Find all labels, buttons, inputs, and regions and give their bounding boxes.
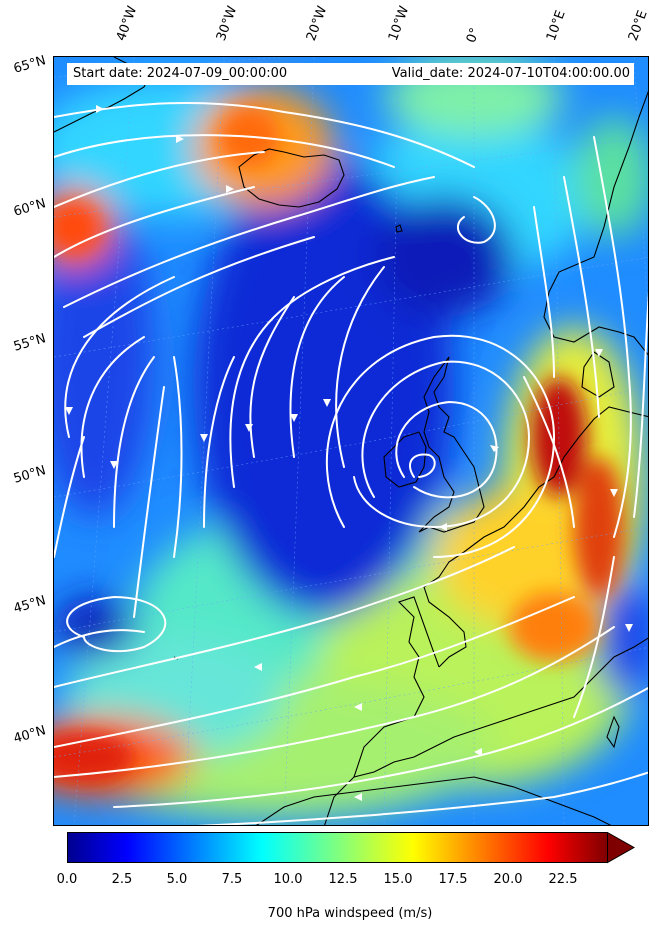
scandinavia-coast (543, 90, 648, 356)
lat-label-45n: 45°N (11, 593, 48, 617)
cbar-tick-22-5: 22.5 (548, 872, 578, 887)
lon-label-40w: 40°W (113, 4, 141, 43)
coastlines (54, 57, 648, 825)
colorbar-extend-arrow (607, 832, 636, 864)
windspeed-field (54, 57, 648, 825)
valid-date: Valid_date: 2024-07-10T04:00:00.00 (391, 66, 630, 81)
lat-label-50n: 50°N (11, 463, 48, 487)
start-date: Start date: 2024-07-09_00:00:00 (73, 66, 288, 81)
cbar-tick-20: 20.0 (493, 872, 523, 887)
colorbar-label: 700 hPa windspeed (m/s) (267, 906, 433, 921)
cbar-tick-17-5: 17.5 (438, 872, 468, 887)
lon-label-20w: 20°W (303, 4, 331, 43)
lon-label-0: 0° (463, 25, 484, 45)
lat-label-65n: 65°N (11, 53, 48, 77)
cbar-tick-7-5: 7.5 (221, 872, 243, 887)
field-blobs (54, 57, 648, 817)
cbar-tick-2-5: 2.5 (111, 872, 133, 887)
lon-label-30w: 30°W (213, 4, 241, 43)
streamline-arrows (65, 105, 633, 801)
cbar-tick-0: 0.0 (56, 872, 78, 887)
info-box: Start date: 2024-07-09_00:00:00 Valid_da… (67, 63, 634, 85)
lat-label-60n: 60°N (11, 196, 48, 220)
lon-label-10e: 10°E (543, 8, 569, 44)
lat-label-55n: 55°N (11, 331, 48, 355)
iceland-coast (238, 148, 345, 208)
lon-label-20e: 20°E (625, 8, 651, 44)
great-britain-coast (418, 356, 485, 533)
cbar-tick-5: 5.0 (166, 872, 188, 887)
streamlines (54, 101, 648, 825)
map-canvas (53, 56, 649, 826)
colorbar (67, 832, 636, 864)
iberia-coast (324, 596, 440, 825)
cbar-tick-10: 10.0 (273, 872, 303, 887)
colorbar-gradient (67, 832, 608, 863)
europe-coast (423, 406, 648, 668)
cbar-tick-15: 15.0 (383, 872, 413, 887)
lat-label-40n: 40°N (11, 723, 48, 747)
cbar-tick-12-5: 12.5 (328, 872, 358, 887)
lon-label-10w: 10°W (385, 4, 413, 43)
ireland-coast (383, 431, 427, 488)
